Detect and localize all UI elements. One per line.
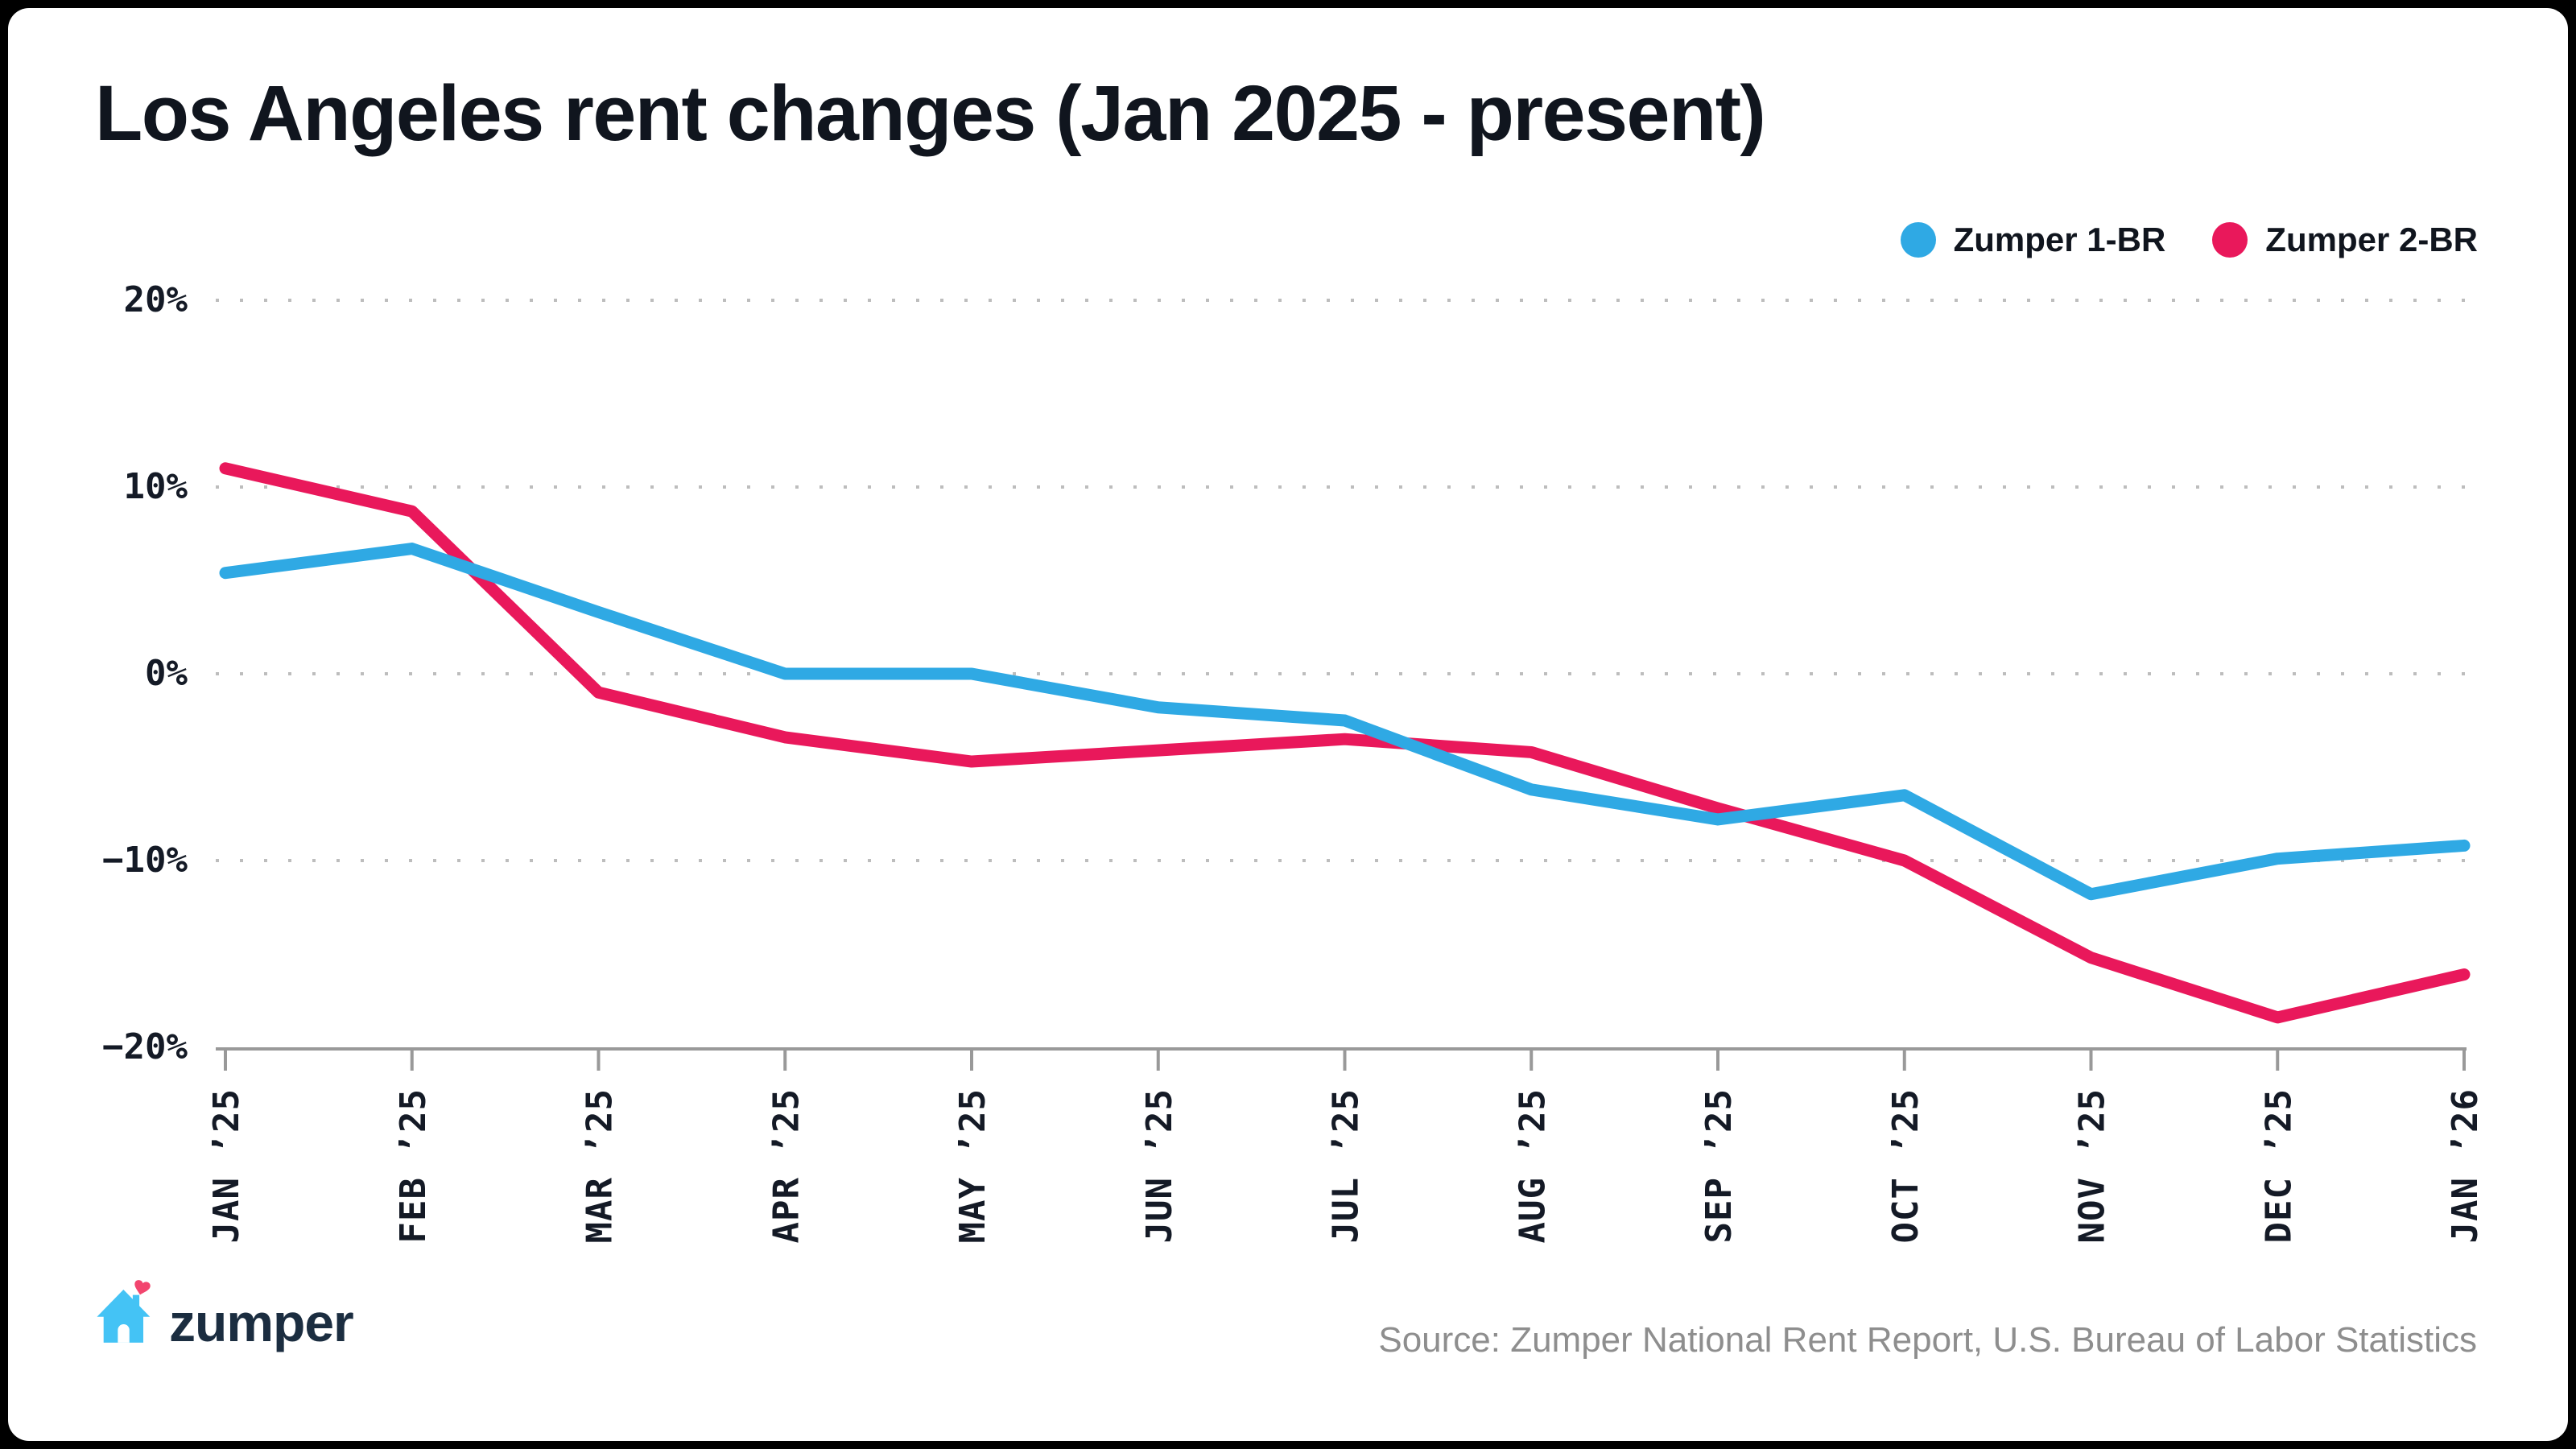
x-tick-label: JAN ’25 <box>206 1088 247 1243</box>
legend-label: Zumper 2-BR <box>2265 221 2478 258</box>
x-tick-label: APR ’25 <box>766 1088 807 1243</box>
house-chimney <box>132 1294 140 1309</box>
heart-icon <box>134 1280 151 1295</box>
x-tick-label: OCT ’25 <box>1885 1088 1926 1243</box>
legend-item: Zumper 2-BR <box>2212 221 2478 259</box>
x-tick-label: JUL ’25 <box>1326 1088 1367 1243</box>
x-tick-label: NOV ’25 <box>2072 1088 2113 1243</box>
y-tick-label: 10% <box>123 466 188 507</box>
brand-wordmark: zumper <box>169 1293 354 1352</box>
legend-swatch-icon <box>1900 222 1936 258</box>
brand-logo: zumper <box>95 1278 354 1352</box>
source-attribution: Source: Zumper National Rent Report, U.S… <box>1378 1320 2477 1360</box>
y-tick-label: 20% <box>123 279 188 320</box>
house-door <box>118 1324 130 1343</box>
chart-card: Los Angeles rent changes (Jan 2025 - pre… <box>8 8 2568 1441</box>
x-tick-label: MAR ’25 <box>580 1088 621 1243</box>
x-tick-label: JAN ’26 <box>2445 1088 2486 1243</box>
legend-swatch-icon <box>2212 222 2248 258</box>
legend-item: Zumper 1-BR <box>1900 221 2166 259</box>
legend: Zumper 1-BR Zumper 2-BR <box>1900 221 2478 259</box>
x-tick-label: AUG ’25 <box>1512 1088 1553 1243</box>
x-tick-label: DEC ’25 <box>2258 1088 2299 1243</box>
x-tick-label: JUN ’25 <box>1139 1088 1180 1243</box>
y-tick-label: 0% <box>145 653 188 694</box>
line-chart: JAN ’25 FEB ’25 MAR ’25 APR ’25 MAY ’25 JUN ’… <box>206 299 2486 1243</box>
zumper-house-icon <box>97 1280 151 1343</box>
y-tick-label: −10% <box>102 840 188 881</box>
line-zumper-2-br <box>219 462 2471 1024</box>
x-tick-label: FEB ’25 <box>393 1088 434 1243</box>
chart-stage: Los Angeles rent changes (Jan 2025 - pre… <box>8 8 2568 1441</box>
x-tick-label: SEP ’25 <box>1699 1088 1740 1243</box>
x-tick-label: MAY ’25 <box>952 1088 993 1243</box>
page-title: Los Angeles rent changes (Jan 2025 - pre… <box>95 69 1766 157</box>
house-body <box>97 1290 151 1343</box>
y-tick-label: −20% <box>102 1026 188 1067</box>
line-zumper-1-br <box>219 543 2471 901</box>
legend-label: Zumper 1-BR <box>1953 221 2166 258</box>
